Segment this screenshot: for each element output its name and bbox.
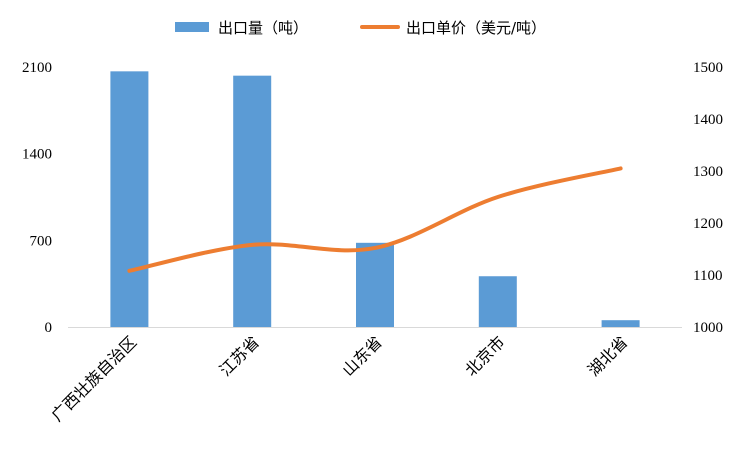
bar <box>356 242 394 327</box>
category-label: 北京市 <box>461 332 508 379</box>
category-label: 江苏省 <box>216 332 263 379</box>
line-series <box>127 166 623 273</box>
right-tick-label: 1500 <box>693 60 723 76</box>
bar <box>233 75 272 328</box>
bar <box>478 276 517 327</box>
category-label: 广西壮族自治区 <box>48 332 141 425</box>
legend-label-volume: 出口量（吨） <box>218 19 308 37</box>
bar <box>110 71 149 327</box>
left-tick-label: 1400 <box>22 147 52 163</box>
left-tick-label: 700 <box>30 233 53 249</box>
left-y-axis: 0 700 1400 2100 <box>22 60 52 336</box>
right-tick-label: 1300 <box>693 164 723 180</box>
bar-series <box>110 71 640 328</box>
left-tick-label: 0 <box>45 320 53 336</box>
legend: 出口量（吨） 出口单价（美元/吨） <box>175 19 546 37</box>
right-tick-label: 1000 <box>693 320 723 336</box>
x-axis-categories: 广西壮族自治区 江苏省 山东省 北京市 湖北省 <box>48 332 632 425</box>
right-tick-label: 1400 <box>693 112 723 128</box>
right-tick-label: 1100 <box>693 268 722 284</box>
category-label: 山东省 <box>338 332 385 379</box>
legend-label-price: 出口单价（美元/吨） <box>406 19 546 37</box>
left-tick-label: 2100 <box>22 60 52 76</box>
bar <box>601 320 640 327</box>
right-y-axis: 1000 1100 1200 1300 1400 1500 <box>693 60 723 336</box>
category-label: 湖北省 <box>584 332 631 379</box>
right-tick-label: 1200 <box>693 216 723 232</box>
legend-bar-swatch <box>175 22 209 32</box>
